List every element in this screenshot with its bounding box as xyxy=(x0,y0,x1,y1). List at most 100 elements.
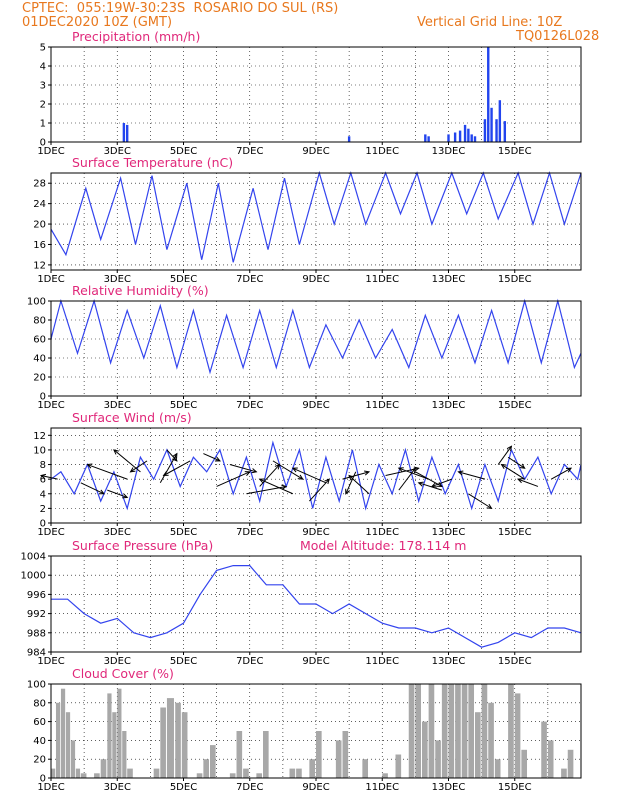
cloud-bar xyxy=(508,684,514,778)
cloud-bar xyxy=(210,745,216,778)
cloud-bar xyxy=(196,773,203,778)
x-tick-label: 3DEC xyxy=(104,782,131,793)
precip-bar xyxy=(495,119,498,142)
x-tick-label: 15DEC xyxy=(498,274,532,285)
x-tick-label: 9DEC xyxy=(302,527,329,538)
cloud-bar xyxy=(175,702,181,778)
header-grid-line: Vertical Grid Line: 10Z xyxy=(417,15,563,30)
cloud-bar xyxy=(65,712,71,778)
cloud-bar xyxy=(408,684,415,778)
wind-arrow-head xyxy=(86,463,93,469)
wind-arrow-head xyxy=(363,470,371,476)
cloud-bar xyxy=(514,693,521,778)
x-tick-label: 9DEC xyxy=(302,656,329,667)
wind-arrow-head xyxy=(500,463,507,470)
panel-2: 12 16 20 24 28 1DEC 3DEC 5DEC 7DEC 9DEC 11DEC 13DEC… xyxy=(33,155,582,285)
y-tick-label: 4 xyxy=(40,489,46,500)
x-tick-label: 9DEC xyxy=(302,146,329,157)
wind-arrow xyxy=(501,464,525,480)
cloud-bar xyxy=(181,712,188,778)
cloud-bar xyxy=(263,731,269,778)
panel-6: 0 20 40 60 80 100 1DEC 3DEC 5DEC 7DEC 9DEC 11DEC 13D… xyxy=(27,666,582,793)
wind-arrow xyxy=(345,471,357,494)
x-tick-label: 9DEC xyxy=(302,400,329,411)
cloud-bar xyxy=(461,684,468,778)
y-tick-label: 2 xyxy=(40,504,46,515)
cloud-bar xyxy=(342,731,349,778)
x-tick-label: 3DEC xyxy=(104,656,131,667)
cloud-bar xyxy=(94,773,100,778)
y-tick-label: 0 xyxy=(40,519,46,530)
y-tick-label: 40 xyxy=(33,736,46,747)
x-tick-label: 1DEC xyxy=(37,782,64,793)
wind-arrow-head xyxy=(506,445,513,452)
series-line xyxy=(51,564,582,648)
wind-arrow xyxy=(431,478,452,487)
header-source: CPTEC: xyxy=(22,1,69,16)
wind-arrow-head xyxy=(291,467,298,473)
wind-arrow-head xyxy=(345,488,350,495)
wind-arrow xyxy=(497,445,512,465)
cloud-bar xyxy=(441,684,448,778)
x-tick-label: 7DEC xyxy=(236,400,263,411)
x-tick-label: 11DEC xyxy=(365,527,399,538)
precip-bar xyxy=(447,134,450,142)
cloud-bar xyxy=(229,773,236,778)
panel-annotation: Model Altitude: 178.114 m xyxy=(300,538,466,553)
panel-1: 0 1 2 3 4 5 1DEC 3DEC 5DEC 7DEC 9DEC 11DEC 13DEC 15DE… xyxy=(37,29,582,157)
y-tick-label: 8 xyxy=(40,460,46,471)
y-tick-label: 20 xyxy=(33,755,46,766)
cloud-bar xyxy=(382,773,388,778)
cloud-bar xyxy=(203,759,210,778)
wind-arrow-head xyxy=(281,484,288,490)
wind-arrow-head xyxy=(258,478,265,484)
wind-arrow-head xyxy=(348,474,355,481)
x-tick-label: 1DEC xyxy=(37,146,64,157)
wind-arrow xyxy=(40,475,58,480)
panel-title: Surface Pressure (hPa) xyxy=(72,538,213,553)
wind-arrow xyxy=(398,467,429,480)
y-tick-label: 984 xyxy=(27,648,46,659)
x-tick-label: 11DEC xyxy=(365,400,399,411)
cloud-bar xyxy=(51,768,56,778)
cloud-bar xyxy=(428,684,435,778)
x-tick-label: 13DEC xyxy=(432,400,466,411)
wind-arrow xyxy=(87,464,128,480)
precip-bar xyxy=(473,136,477,142)
precip-bar xyxy=(427,136,430,142)
header-coords: 055:19W-30:23S xyxy=(76,1,186,16)
wind-arrow xyxy=(348,475,370,495)
wind-arrow-head xyxy=(324,478,331,485)
y-tick-label: 0 xyxy=(40,138,46,149)
cloud-bar xyxy=(547,740,554,778)
cloud-bar xyxy=(107,693,112,778)
wind-arrow xyxy=(166,449,178,462)
panel-5: 984 988 992 996 1000 1004 1DEC 3DEC 5DEC 7DEC 9DEC… xyxy=(21,538,582,667)
precip-bar xyxy=(487,47,490,142)
y-tick-label: 0 xyxy=(40,774,46,785)
y-tick-label: 20 xyxy=(33,220,46,231)
x-tick-label: 7DEC xyxy=(236,656,263,667)
x-tick-label: 7DEC xyxy=(236,527,263,538)
wind-arrow-head xyxy=(457,470,464,476)
cloud-bar xyxy=(448,684,455,778)
cloud-bar xyxy=(55,702,61,778)
y-tick-label: 1004 xyxy=(21,552,46,563)
wind-arrow xyxy=(342,471,370,480)
x-tick-label: 15DEC xyxy=(498,146,532,157)
panel-title: Relative Humidity (%) xyxy=(72,283,209,298)
x-tick-label: 15DEC xyxy=(498,400,532,411)
wind-arrow-head xyxy=(516,478,524,484)
wind-arrow-head xyxy=(214,456,221,462)
cloud-bar xyxy=(335,740,342,778)
wind-arrow-head xyxy=(98,489,106,495)
cloud-bar xyxy=(243,768,249,778)
cloud-bar xyxy=(415,684,422,778)
wind-arrow xyxy=(418,482,443,491)
y-tick-label: 3 xyxy=(40,81,46,92)
wind-arrow-head xyxy=(113,449,119,455)
wind-arrow-head xyxy=(251,468,258,474)
cloud-bar xyxy=(60,688,66,778)
y-tick-label: 100 xyxy=(27,297,46,308)
